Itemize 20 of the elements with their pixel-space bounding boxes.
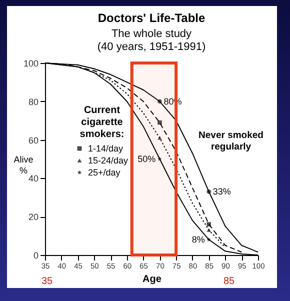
- y-axis-title: Alive %: [14, 154, 34, 176]
- chart-subtitle: The whole study (40 years, 1951-1991): [97, 28, 206, 53]
- y-tick-label: 60: [28, 135, 38, 146]
- data-label: 33%: [212, 186, 231, 197]
- x-axis-title: Age: [142, 274, 162, 285]
- y-tick-label: 40: [28, 174, 38, 184]
- data-label: 50%: [138, 154, 156, 164]
- annotation: Never smoked regularly: [198, 130, 264, 152]
- y-tick-label: 0: [33, 250, 38, 260]
- chart-title: Doctors' Life-Table: [98, 11, 206, 25]
- legend-title: Current cigarette smokers:: [80, 105, 124, 140]
- legend-label: 1-14/day: [88, 144, 124, 154]
- legend-label: 15-24/day: [88, 156, 129, 166]
- data-label: 8%: [192, 234, 205, 245]
- text: 35: [41, 276, 53, 287]
- y-tick-label: 100: [23, 58, 38, 68]
- y-tick-label: 80: [28, 96, 38, 107]
- legend-label: 25+/day: [88, 168, 121, 178]
- text: 85: [223, 276, 235, 287]
- y-tick-label: 20: [28, 212, 38, 222]
